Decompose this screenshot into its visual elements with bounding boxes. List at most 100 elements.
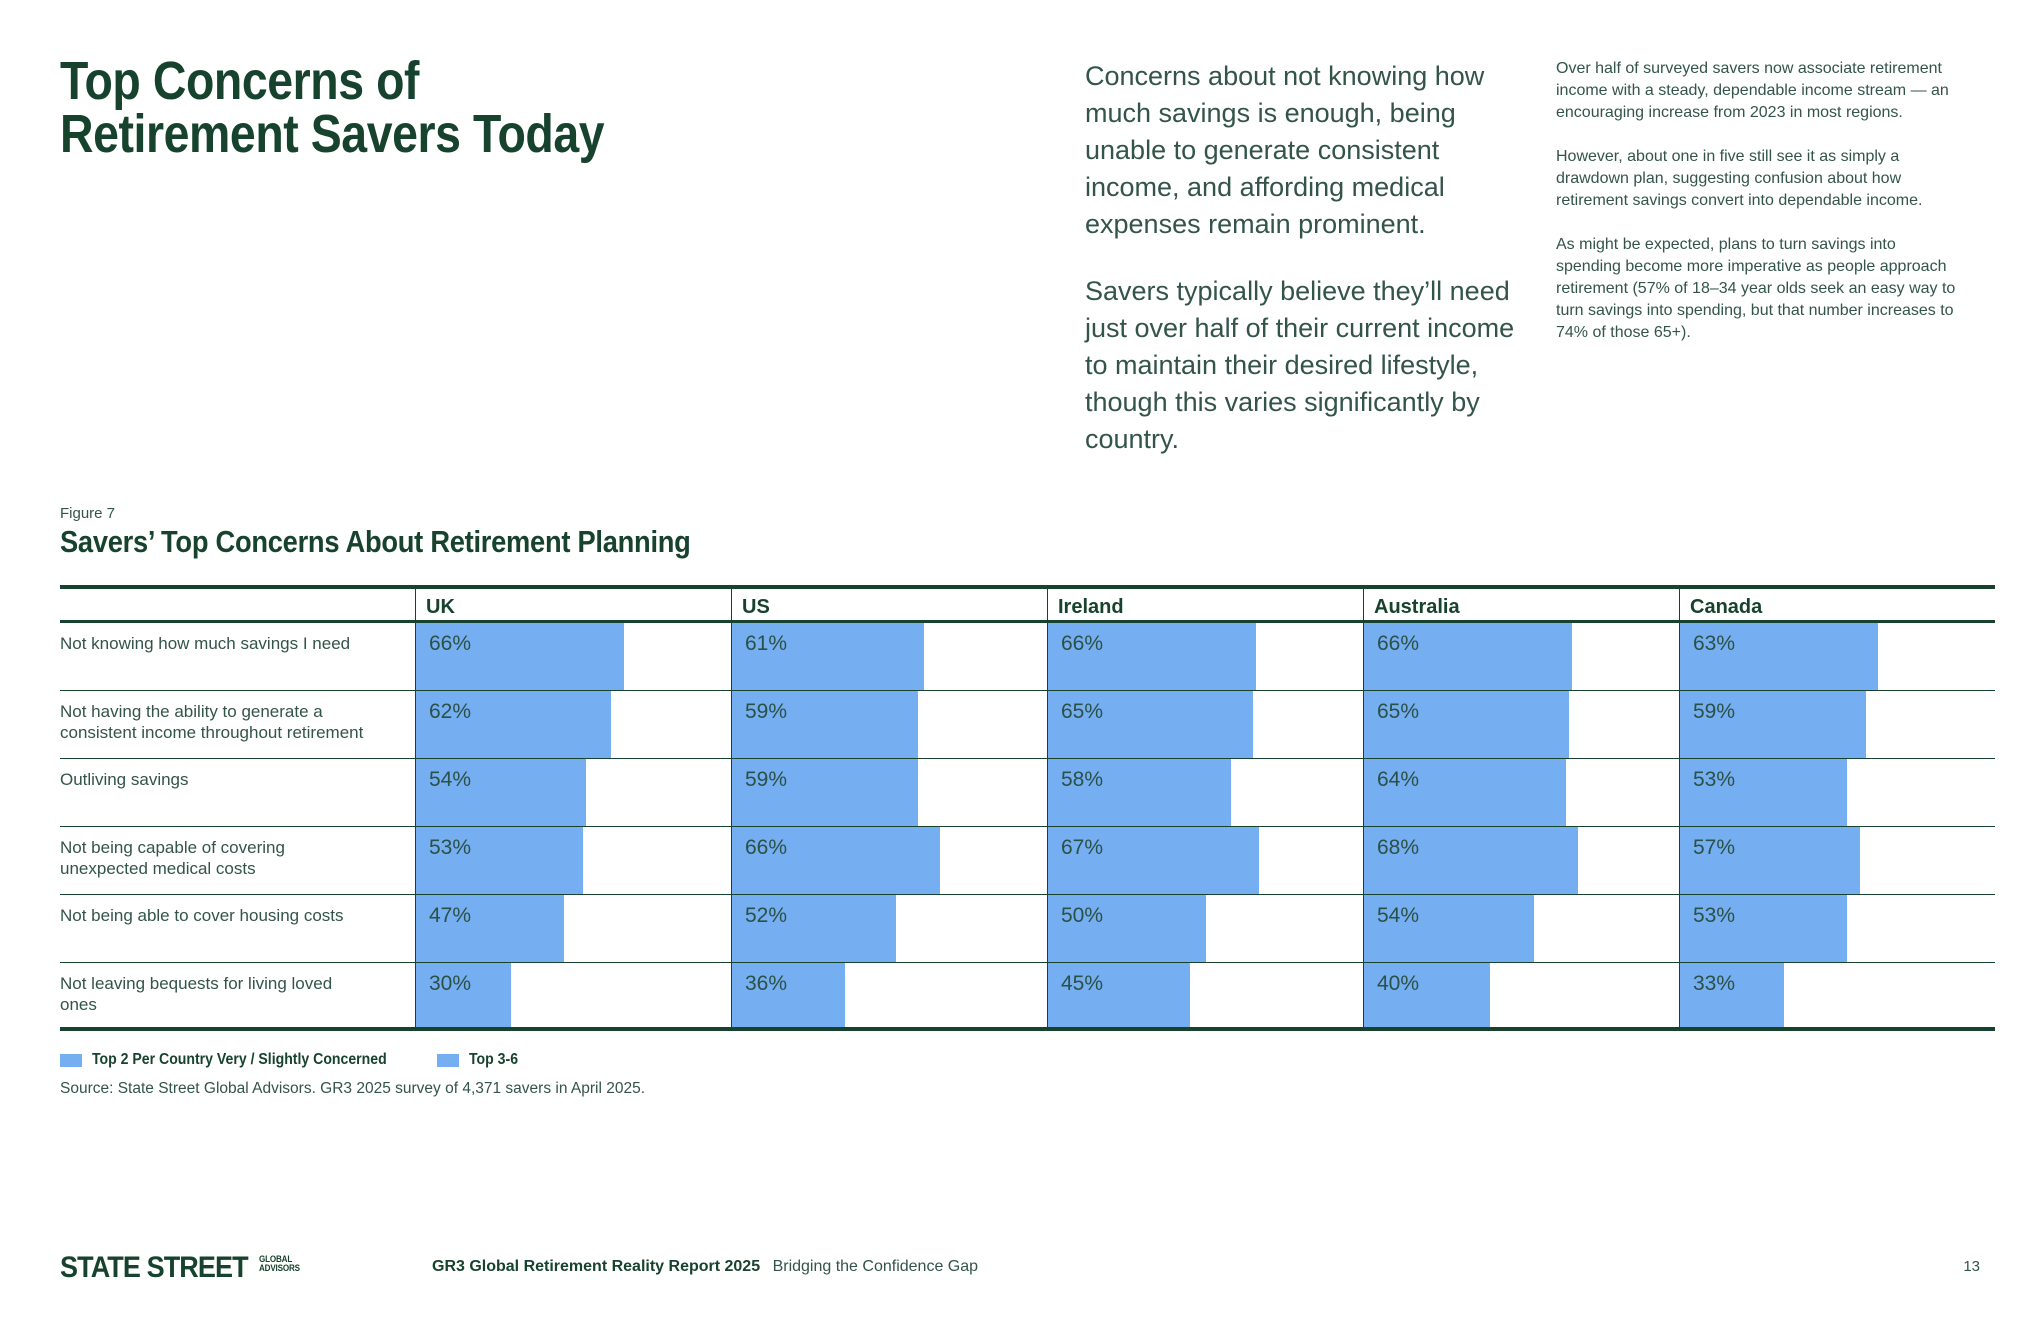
bar-cell-canada: 57% bbox=[1679, 827, 1995, 894]
table-row: Not being capable of covering unexpected… bbox=[60, 827, 1995, 895]
table-row: Not having the ability to generate a con… bbox=[60, 691, 1995, 759]
bar-cell-us: 36% bbox=[731, 963, 1047, 1027]
state-street-logo: STATE STREET GLOBAL ADVISORS bbox=[60, 1251, 300, 1285]
bar-value: 58% bbox=[1061, 768, 1104, 791]
bar-value: 62% bbox=[429, 700, 472, 723]
page-title-line-1: Top Concerns of bbox=[60, 51, 420, 111]
row-label: Not being capable of covering unexpected… bbox=[60, 838, 285, 878]
bar-value: 47% bbox=[429, 904, 472, 927]
bar: 54% bbox=[1364, 895, 1535, 962]
bar: 66% bbox=[416, 623, 624, 690]
bar-value: 61% bbox=[745, 632, 788, 655]
bar-value: 59% bbox=[745, 700, 788, 723]
figure-label: Figure 7 bbox=[60, 505, 116, 522]
table-header-spacer bbox=[60, 589, 415, 620]
bar-cell-us: 61% bbox=[731, 623, 1047, 690]
bar: 66% bbox=[1048, 623, 1256, 690]
bar-cell-australia: 65% bbox=[1363, 691, 1679, 758]
logo-subtext: GLOBAL ADVISORS bbox=[259, 1255, 300, 1272]
bar: 64% bbox=[1364, 759, 1566, 826]
sidebar-column: Over half of surveyed savers now associa… bbox=[1556, 58, 1956, 366]
intro-column: Concerns about not knowing how much savi… bbox=[1085, 58, 1530, 488]
bar: 58% bbox=[1048, 759, 1231, 826]
bar-value: 68% bbox=[1377, 836, 1420, 859]
bar-cell-ireland: 45% bbox=[1047, 963, 1363, 1027]
bar-cell-australia: 64% bbox=[1363, 759, 1679, 826]
bar-value: 66% bbox=[429, 632, 472, 655]
bar: 68% bbox=[1364, 827, 1579, 894]
bar-value: 66% bbox=[1377, 632, 1420, 655]
bar: 61% bbox=[732, 623, 925, 690]
row-label: Not being able to cover housing costs bbox=[60, 906, 344, 925]
footer-report-name: GR3 Global Retirement Reality Report 202… bbox=[432, 1258, 761, 1275]
bar-cell-ireland: 67% bbox=[1047, 827, 1363, 894]
bar-cell-australia: 68% bbox=[1363, 827, 1679, 894]
bar-cell-us: 52% bbox=[731, 895, 1047, 962]
bar-value: 33% bbox=[1693, 972, 1736, 995]
bar: 59% bbox=[732, 691, 918, 758]
bar-cell-canada: 59% bbox=[1679, 691, 1995, 758]
logo-wordmark: STATE STREET bbox=[60, 1251, 249, 1284]
bar-cell-uk: 66% bbox=[415, 623, 731, 690]
bar-cell-us: 59% bbox=[731, 759, 1047, 826]
bar: 65% bbox=[1048, 691, 1253, 758]
logo-subtext-line: ADVISORS bbox=[259, 1262, 300, 1273]
footer-report-title: GR3 Global Retirement Reality Report 202… bbox=[432, 1258, 978, 1276]
bar: 45% bbox=[1048, 963, 1190, 1027]
bar-value: 53% bbox=[429, 836, 472, 859]
legend-label: Top 3-6 bbox=[468, 1051, 518, 1068]
figure-title: Savers’ Top Concerns About Retirement Pl… bbox=[60, 524, 691, 559]
sidebar-paragraph: As might be expected, plans to turn savi… bbox=[1556, 236, 1956, 341]
bar: 65% bbox=[1364, 691, 1569, 758]
column-header-uk: UK bbox=[415, 589, 731, 620]
bar: 59% bbox=[732, 759, 918, 826]
bar-cell-ireland: 50% bbox=[1047, 895, 1363, 962]
bar-value: 65% bbox=[1061, 700, 1104, 723]
bar-value: 63% bbox=[1693, 632, 1736, 655]
bar-value: 54% bbox=[429, 768, 472, 791]
bar-value: 53% bbox=[1693, 768, 1736, 791]
bar: 30% bbox=[416, 963, 511, 1027]
bar: 53% bbox=[416, 827, 583, 894]
table-row: Not knowing how much savings I need 66% 61… bbox=[60, 623, 1995, 691]
column-header-australia: Australia bbox=[1363, 589, 1679, 620]
row-label: Not leaving bequests for living loved on… bbox=[60, 974, 333, 1014]
legend-item: Top 2 Per Country Very / Slightly Concer… bbox=[60, 1051, 427, 1069]
sidebar-paragraph: However, about one in five still see it … bbox=[1556, 148, 1923, 209]
bar-cell-uk: 62% bbox=[415, 691, 731, 758]
bar-value: 59% bbox=[1693, 700, 1736, 723]
bar-value: 45% bbox=[1061, 972, 1104, 995]
bar-cell-us: 59% bbox=[731, 691, 1047, 758]
bar: 33% bbox=[1680, 963, 1784, 1027]
bar: 62% bbox=[416, 691, 612, 758]
column-header-us: US bbox=[731, 589, 1047, 620]
bar: 59% bbox=[1680, 691, 1866, 758]
table-body: Not knowing how much savings I need 66% 61… bbox=[60, 623, 1995, 1031]
row-label: Not having the ability to generate a con… bbox=[60, 702, 364, 742]
bar-value: 54% bbox=[1377, 904, 1420, 927]
intro-paragraph: Savers typically believe they’ll need ju… bbox=[1085, 276, 1515, 454]
chart-legend: Top 2 Per Country Very / Slightly Concer… bbox=[60, 1051, 525, 1069]
bar-cell-ireland: 66% bbox=[1047, 623, 1363, 690]
bar-value: 65% bbox=[1377, 700, 1420, 723]
bar: 50% bbox=[1048, 895, 1206, 962]
bar: 67% bbox=[1048, 827, 1260, 894]
legend-label: Top 2 Per Country Very / Slightly Concer… bbox=[92, 1051, 387, 1068]
legend-item: Top 3-6 bbox=[436, 1051, 525, 1069]
bar-cell-uk: 54% bbox=[415, 759, 731, 826]
bar-cell-australia: 66% bbox=[1363, 623, 1679, 690]
sidebar-paragraph: Over half of surveyed savers now associa… bbox=[1556, 60, 1949, 121]
bar-cell-canada: 33% bbox=[1679, 963, 1995, 1027]
bar-cell-canada: 53% bbox=[1679, 895, 1995, 962]
table-row: Not being able to cover housing costs 47%… bbox=[60, 895, 1995, 963]
bar: 54% bbox=[416, 759, 587, 826]
bar-cell-uk: 47% bbox=[415, 895, 731, 962]
bar-value: 53% bbox=[1693, 904, 1736, 927]
bar-value: 64% bbox=[1377, 768, 1420, 791]
row-label: Outliving savings bbox=[60, 770, 189, 789]
bar: 53% bbox=[1680, 895, 1847, 962]
bar-cell-uk: 30% bbox=[415, 963, 731, 1027]
bar-value: 50% bbox=[1061, 904, 1104, 927]
table-row: Outliving savings 54% 59% 58% 64% 53% bbox=[60, 759, 1995, 827]
